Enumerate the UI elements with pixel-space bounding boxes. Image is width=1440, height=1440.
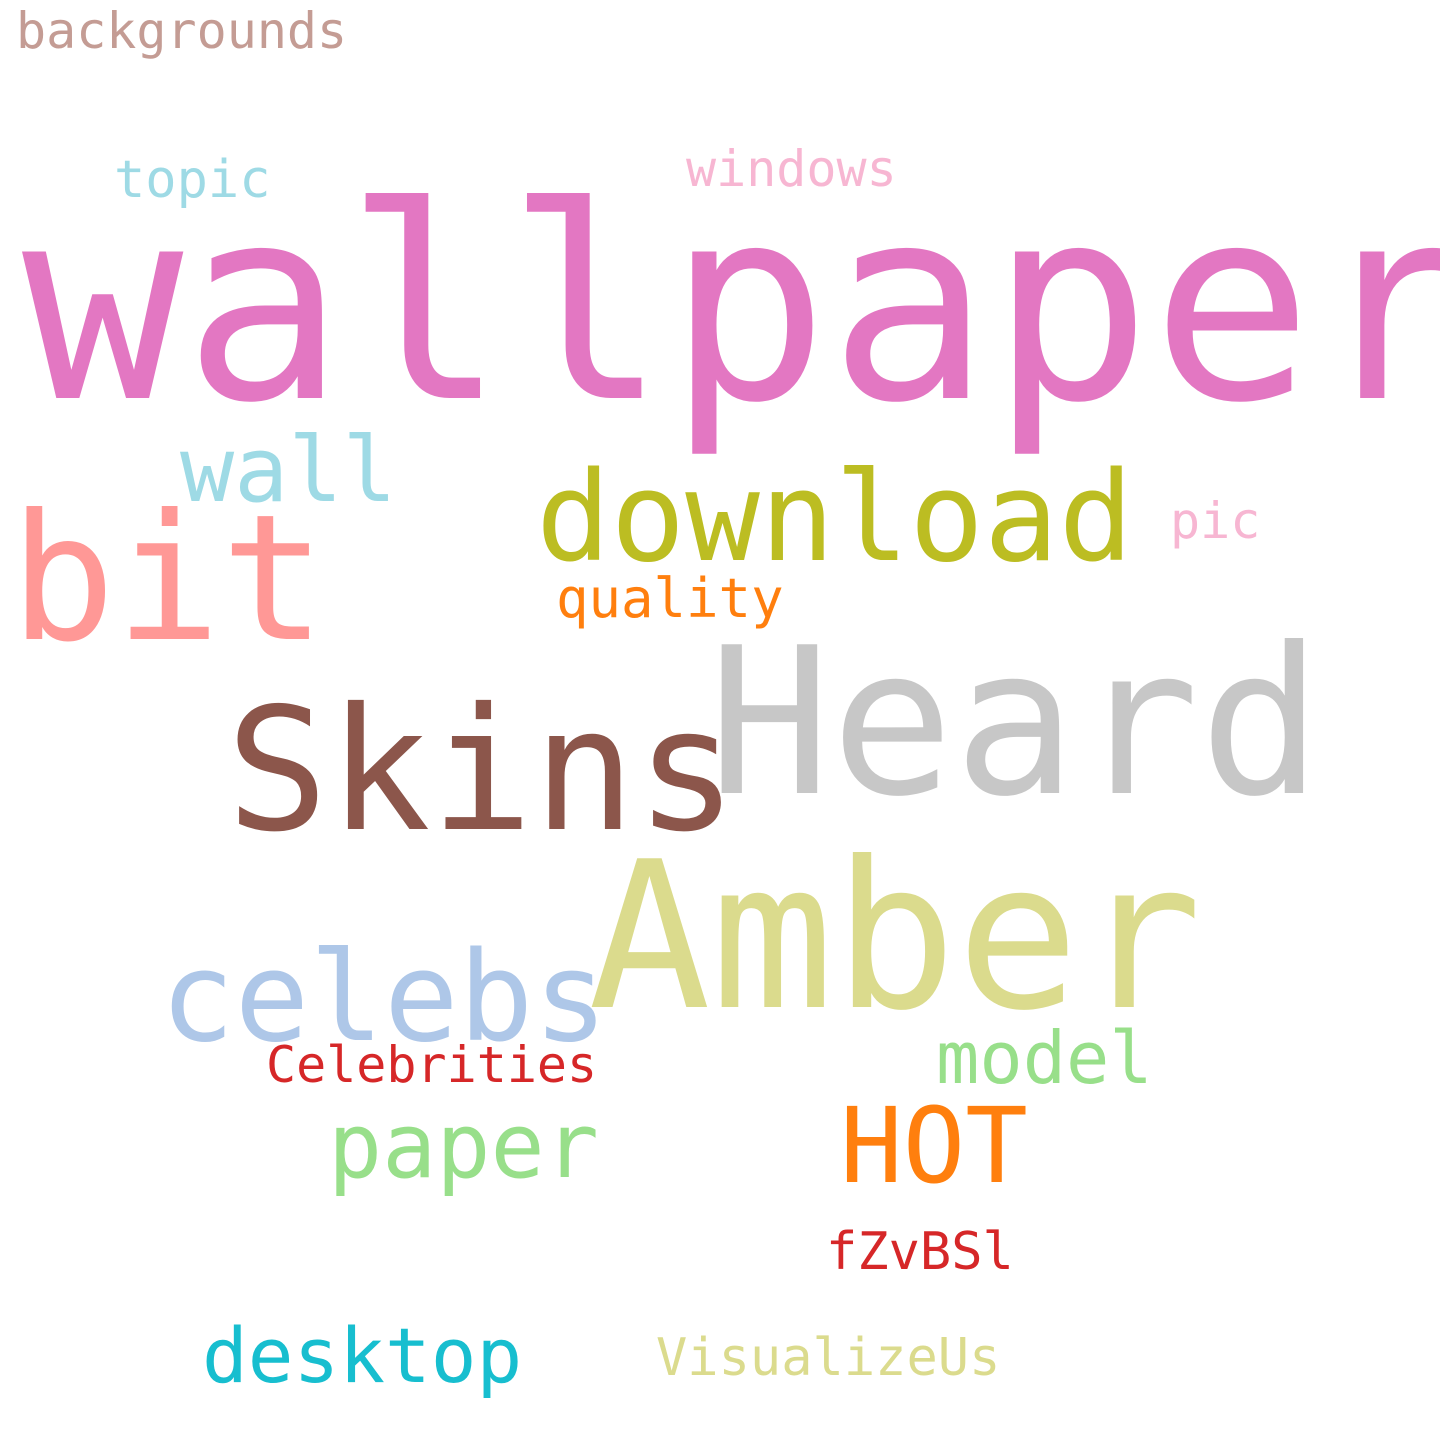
word-celebrities: Celebrities <box>266 1036 598 1094</box>
word-wallpaper: wallpaper <box>22 150 1440 462</box>
word-quality: quality <box>556 567 784 630</box>
word-pic: pic <box>1170 492 1261 550</box>
word-visualizeus: VisualizeUs <box>656 1328 1001 1388</box>
word-model: model <box>936 1016 1153 1100</box>
word-skins: Skins <box>226 672 738 870</box>
word-amber: Amber <box>588 819 1203 1056</box>
word-windows: windows <box>686 140 897 198</box>
word-download: download <box>536 446 1134 590</box>
word-paper: paper <box>328 1094 599 1199</box>
word-desktop: desktop <box>202 1311 523 1400</box>
word-heard: Heard <box>708 605 1323 842</box>
word-fzvbsl: fZvBSl <box>826 1222 1014 1282</box>
word-bit: bit <box>10 478 327 681</box>
word-topic: topic <box>114 150 271 210</box>
word-hot: HOT <box>840 1085 1028 1207</box>
word-backgrounds: backgrounds <box>16 2 348 60</box>
word-wall: wall <box>180 418 397 523</box>
word-celebs: celebs <box>160 926 608 1070</box>
